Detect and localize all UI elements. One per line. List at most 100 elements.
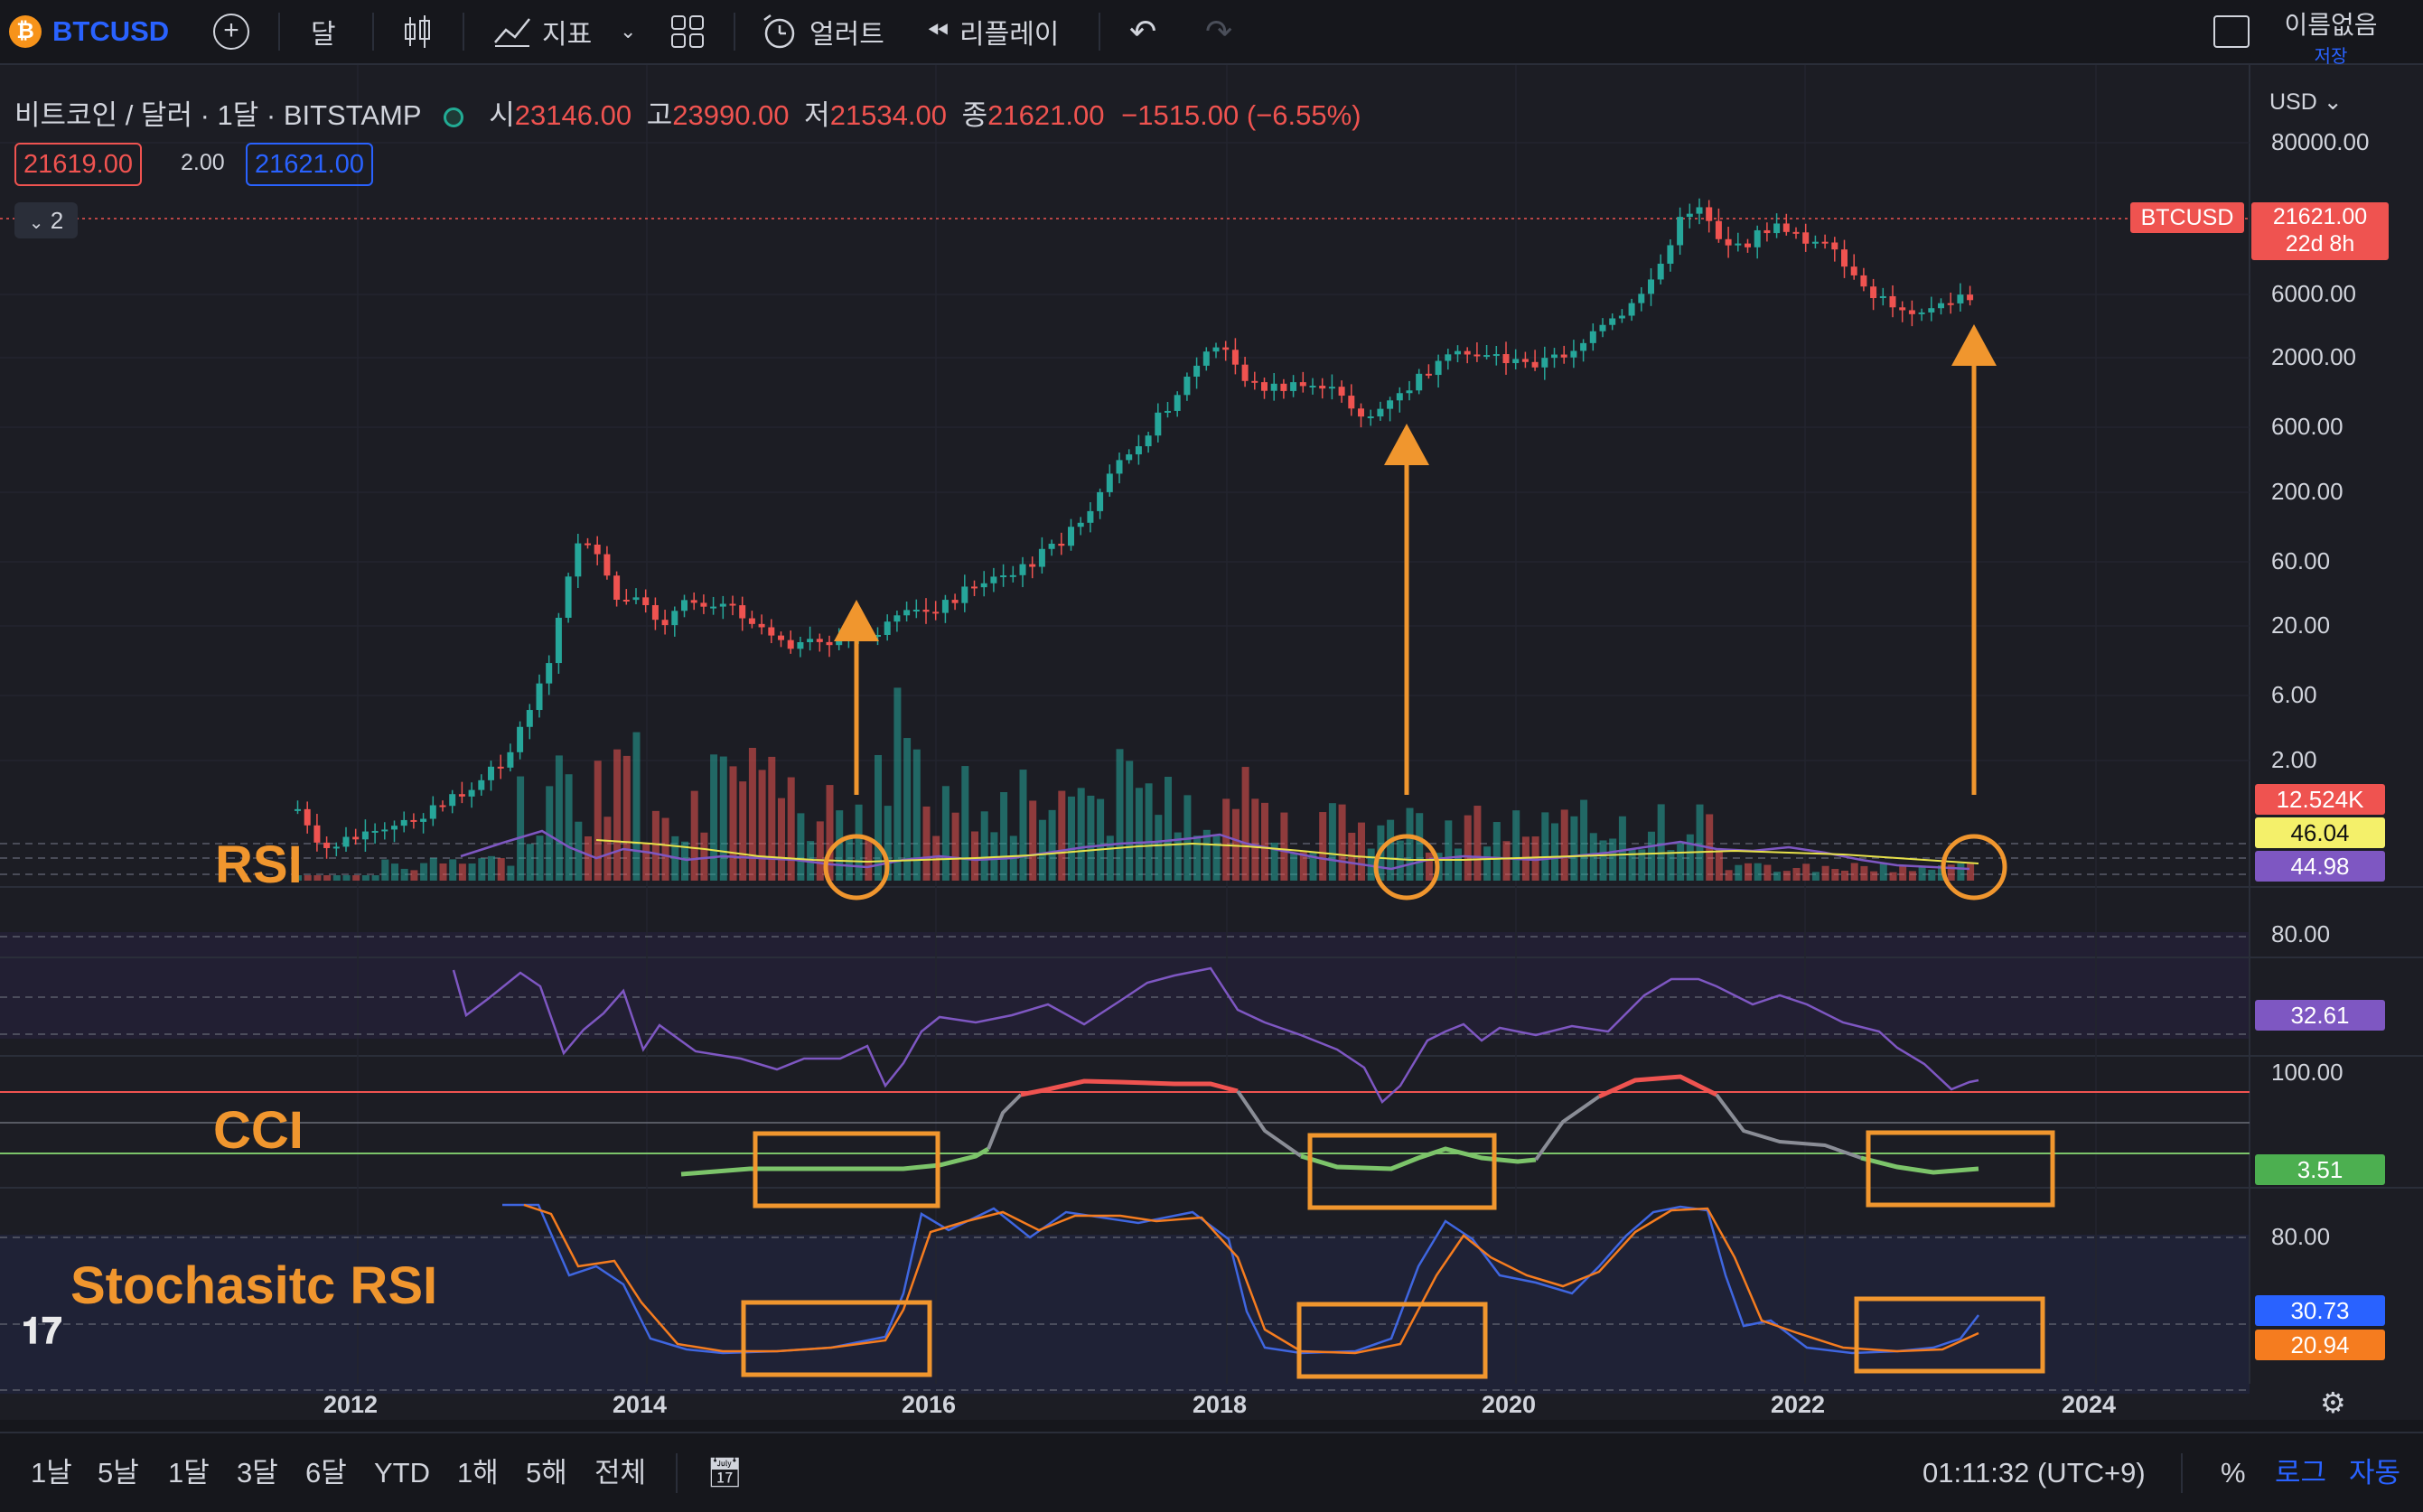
- fullscreen-button[interactable]: [2213, 0, 2250, 63]
- volume-bar: [1850, 863, 1858, 881]
- candle: [1782, 223, 1790, 232]
- volume-bar: [1908, 871, 1916, 881]
- spread-value: 2.00: [181, 150, 225, 175]
- candle: [1551, 354, 1558, 359]
- range-1d[interactable]: 1날: [31, 1457, 72, 1489]
- range-5y[interactable]: 5해: [526, 1457, 567, 1489]
- gear-icon: ⚙: [2320, 1386, 2346, 1419]
- price-tick: 200.00: [2271, 478, 2343, 505]
- chart-settings-button[interactable]: ⚙: [2320, 1386, 2346, 1420]
- candle: [1135, 446, 1142, 455]
- volume-bar: [1879, 863, 1887, 881]
- year-label: 2012: [323, 1391, 379, 1418]
- indicators-icon: [494, 18, 530, 47]
- price-tick: 600.00: [2271, 413, 2343, 440]
- range-3m[interactable]: 3달: [237, 1457, 278, 1489]
- interval-button[interactable]: 달: [311, 20, 336, 50]
- volume-bar: [1483, 846, 1492, 881]
- compare-button[interactable]: +: [213, 0, 249, 63]
- candle: [700, 602, 707, 607]
- goto-date-button[interactable]: 📅︎: [706, 1433, 744, 1512]
- chevron-down-icon: ⌄: [28, 213, 44, 233]
- volume-bar: [622, 755, 631, 881]
- range-6m[interactable]: 6달: [305, 1457, 347, 1489]
- layout-button[interactable]: [670, 0, 705, 63]
- volume-bar: [1097, 798, 1105, 881]
- range-all[interactable]: 전체: [594, 1457, 647, 1489]
- candle: [622, 599, 630, 602]
- volume-bar: [1841, 870, 1848, 881]
- candle: [787, 639, 794, 649]
- currency-selector[interactable]: USD ⌄: [2269, 89, 2343, 115]
- cci-gray-1: [987, 1093, 1023, 1150]
- candle: [1560, 354, 1567, 358]
- volume-bar: [1657, 804, 1665, 881]
- candle: [1541, 358, 1548, 368]
- volume-bar: [1745, 863, 1752, 881]
- candle: [816, 639, 823, 642]
- clock[interactable]: 01:11:32 (UTC+9): [1922, 1457, 2146, 1489]
- buy-price-button[interactable]: 21621.00: [246, 143, 373, 186]
- cci-red-1: [1020, 1078, 1239, 1097]
- chart-area[interactable]: 비트코인 / 달러 · 1달 · BITSTAMP 시23146.00 고239…: [0, 65, 2423, 1420]
- candle: [768, 627, 775, 636]
- volume-bar: [1821, 865, 1829, 881]
- candle: [1396, 393, 1403, 401]
- range-1y[interactable]: 1해: [457, 1457, 499, 1489]
- alert-button[interactable]: 얼러트: [761, 0, 884, 63]
- candle: [517, 726, 524, 752]
- volume-bar: [1212, 834, 1221, 881]
- volume-bar: [439, 863, 447, 881]
- year-label: 2024: [2062, 1391, 2117, 1418]
- year-label: 2022: [1771, 1391, 1826, 1418]
- redo-button[interactable]: ↷: [1205, 0, 1232, 63]
- rewind-icon: ⏪︎: [927, 16, 949, 46]
- tradingview-logo[interactable]: 𝟏𝟕: [22, 1311, 62, 1351]
- volume-bar: [1145, 783, 1153, 881]
- indicator-templates-dropdown[interactable]: ⌄: [620, 0, 636, 63]
- symbol-search[interactable]: ₿ BTCUSD: [9, 0, 169, 63]
- open-value: 23146.00: [514, 99, 632, 131]
- layout-save-button[interactable]: 이름없음 저장: [2277, 5, 2385, 68]
- volume-bar: [855, 804, 863, 881]
- volume-bar: [690, 790, 698, 881]
- chart-type-button[interactable]: [401, 0, 434, 63]
- collapse-indicators-button[interactable]: ⌄ 2: [14, 202, 78, 238]
- replay-button[interactable]: ⏪︎ 리플레이: [927, 0, 1059, 63]
- rsi2-tick: 80.00: [2271, 920, 2331, 947]
- chart-canvas[interactable]: [0, 65, 2423, 1420]
- candle: [1231, 350, 1239, 365]
- range-ytd[interactable]: YTD: [374, 1457, 430, 1489]
- volume-bar: [1492, 822, 1501, 881]
- volume-bar: [613, 749, 622, 881]
- candle: [585, 543, 591, 546]
- candle: [748, 618, 755, 624]
- undo-button[interactable]: ↶: [1129, 0, 1156, 63]
- auto-toggle[interactable]: 자동: [2349, 1457, 2401, 1489]
- candle: [332, 846, 340, 849]
- percent-toggle[interactable]: %: [2221, 1457, 2246, 1489]
- candle: [1899, 307, 1906, 311]
- sell-price-button[interactable]: 21619.00: [14, 143, 142, 186]
- candle: [1126, 454, 1133, 461]
- stoch-rsi-annotation: Stochasitc RSI: [70, 1256, 438, 1315]
- range-1m[interactable]: 1달: [168, 1457, 210, 1489]
- volume-bar: [1068, 796, 1075, 881]
- candle: [1058, 543, 1065, 546]
- volume-bar: [1416, 813, 1424, 881]
- candle: [941, 600, 949, 613]
- log-toggle[interactable]: 로그: [2275, 1457, 2327, 1489]
- candle: [1657, 263, 1664, 280]
- symbol-title[interactable]: 비트코인 / 달러 · 1달 · BITSTAMP: [14, 99, 421, 131]
- volume-bar: [507, 865, 515, 881]
- time-axis[interactable]: 2012 2014 2016 2018 2020 2022 2024: [0, 1384, 2250, 1420]
- volume-bar: [1773, 872, 1782, 881]
- volume-bar: [1570, 816, 1578, 881]
- indicators-button[interactable]: 지표: [493, 0, 592, 63]
- rsi-ma-tag: 46.04: [2255, 817, 2385, 848]
- range-5d[interactable]: 5날: [98, 1457, 139, 1489]
- volume-bar: [961, 766, 969, 881]
- candle: [1290, 382, 1297, 391]
- volume-bar: [681, 841, 688, 881]
- volume-bar: [1551, 823, 1558, 881]
